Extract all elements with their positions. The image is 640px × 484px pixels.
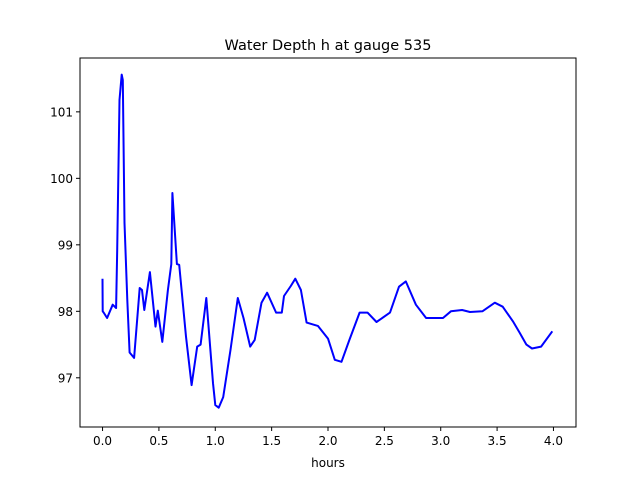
x-tick-label: 3.0 <box>431 434 450 448</box>
y-tick-label: 97 <box>58 371 73 385</box>
chart-title: Water Depth h at gauge 535 <box>225 38 432 54</box>
x-axis-label: hours <box>311 456 345 470</box>
x-tick-label: 1.5 <box>262 434 281 448</box>
series-line-h <box>101 73 554 409</box>
x-tick-label: 0.5 <box>149 434 168 448</box>
plot-frame <box>79 57 577 428</box>
x-tick-label: 1.0 <box>206 434 225 448</box>
y-tick-label: 100 <box>50 172 73 186</box>
x-axis-ticks: 0.0 0.5 1.0 1.5 2.0 2.5 3.0 3.5 4.0 <box>93 427 563 448</box>
x-tick-label: 2.0 <box>318 434 337 448</box>
x-tick-label: 3.5 <box>488 434 507 448</box>
x-tick-label: 2.5 <box>375 434 394 448</box>
x-tick-label: 4.0 <box>544 434 563 448</box>
y-tick-label: 98 <box>58 305 73 319</box>
y-tick-label: 101 <box>50 105 73 119</box>
y-axis-ticks: 97 98 99 100 101 <box>50 105 80 385</box>
y-tick-label: 99 <box>58 238 73 252</box>
x-tick-label: 0.0 <box>93 434 112 448</box>
